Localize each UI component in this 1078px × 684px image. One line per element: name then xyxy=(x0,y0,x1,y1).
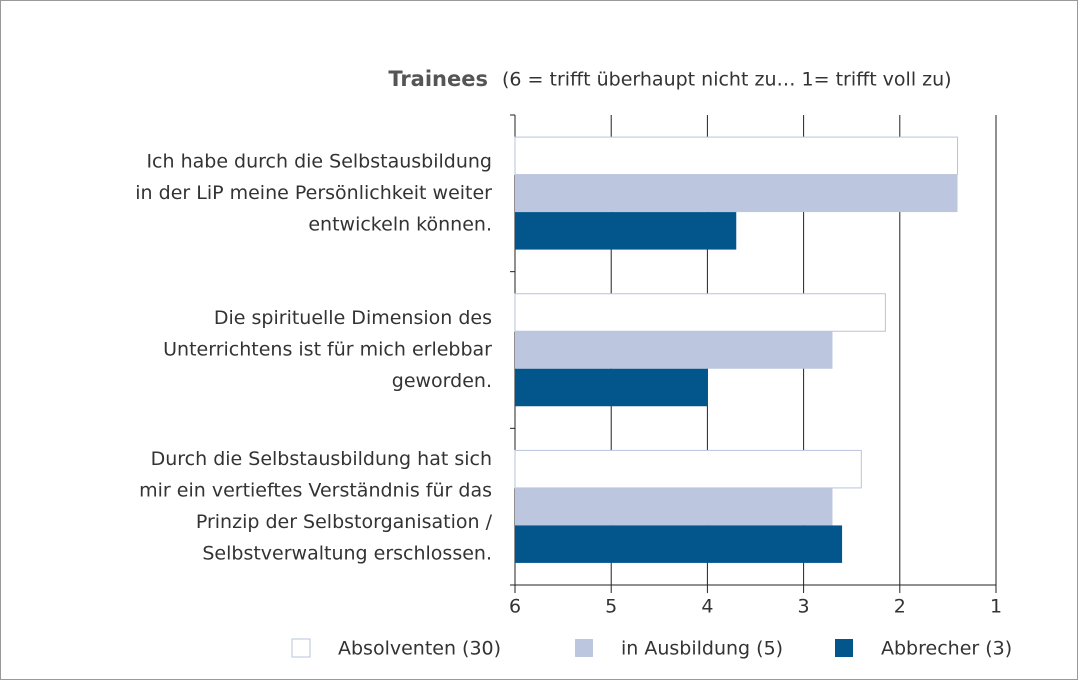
legend-label: in Ausbildung (5) xyxy=(621,638,783,660)
x-tick-label: 1 xyxy=(990,596,1002,618)
x-tick-label: 6 xyxy=(509,596,521,618)
category-label: Selbstverwaltung erschlossen. xyxy=(202,542,492,564)
x-tick-label: 4 xyxy=(701,596,713,618)
bar xyxy=(515,331,833,369)
bar xyxy=(515,212,737,250)
category-label: Unterrichtens ist für mich erlebbar xyxy=(163,339,492,361)
legend-swatch xyxy=(291,638,311,658)
category-label: in der LiP meine Persönlichkeit weiter xyxy=(135,182,492,204)
legend-swatch xyxy=(575,639,593,657)
category-label: Durch die Selbstausbildung hat sich xyxy=(151,448,492,470)
category-label: mir ein vertieftes Verständnis für das xyxy=(139,479,492,501)
chart-title: Trainees xyxy=(388,67,488,91)
bar xyxy=(514,136,959,176)
category-label: geworden. xyxy=(392,370,492,392)
bar xyxy=(515,368,708,407)
bar xyxy=(515,174,958,213)
legend-label: Absolventen (30) xyxy=(338,638,501,660)
x-tick-label: 2 xyxy=(894,596,906,618)
bar xyxy=(515,525,843,563)
x-tick-label: 5 xyxy=(605,596,617,618)
category-label: Ich habe durch die Selbstausbildung xyxy=(146,150,492,172)
bar xyxy=(514,293,886,332)
bar xyxy=(514,449,862,489)
category-label: Die spirituelle Dimension des xyxy=(214,307,492,329)
legend-label: Abbrecher (3) xyxy=(881,638,1012,660)
bar xyxy=(515,487,833,526)
x-tick-label: 3 xyxy=(798,596,810,618)
chart-subtitle: (6 = trifft überhaupt nicht zu… 1= triff… xyxy=(502,69,952,91)
category-label: entwickeln können. xyxy=(308,213,492,235)
legend-swatch xyxy=(835,639,853,657)
category-label: Prinzip der Selbstorganisation / xyxy=(196,511,493,533)
